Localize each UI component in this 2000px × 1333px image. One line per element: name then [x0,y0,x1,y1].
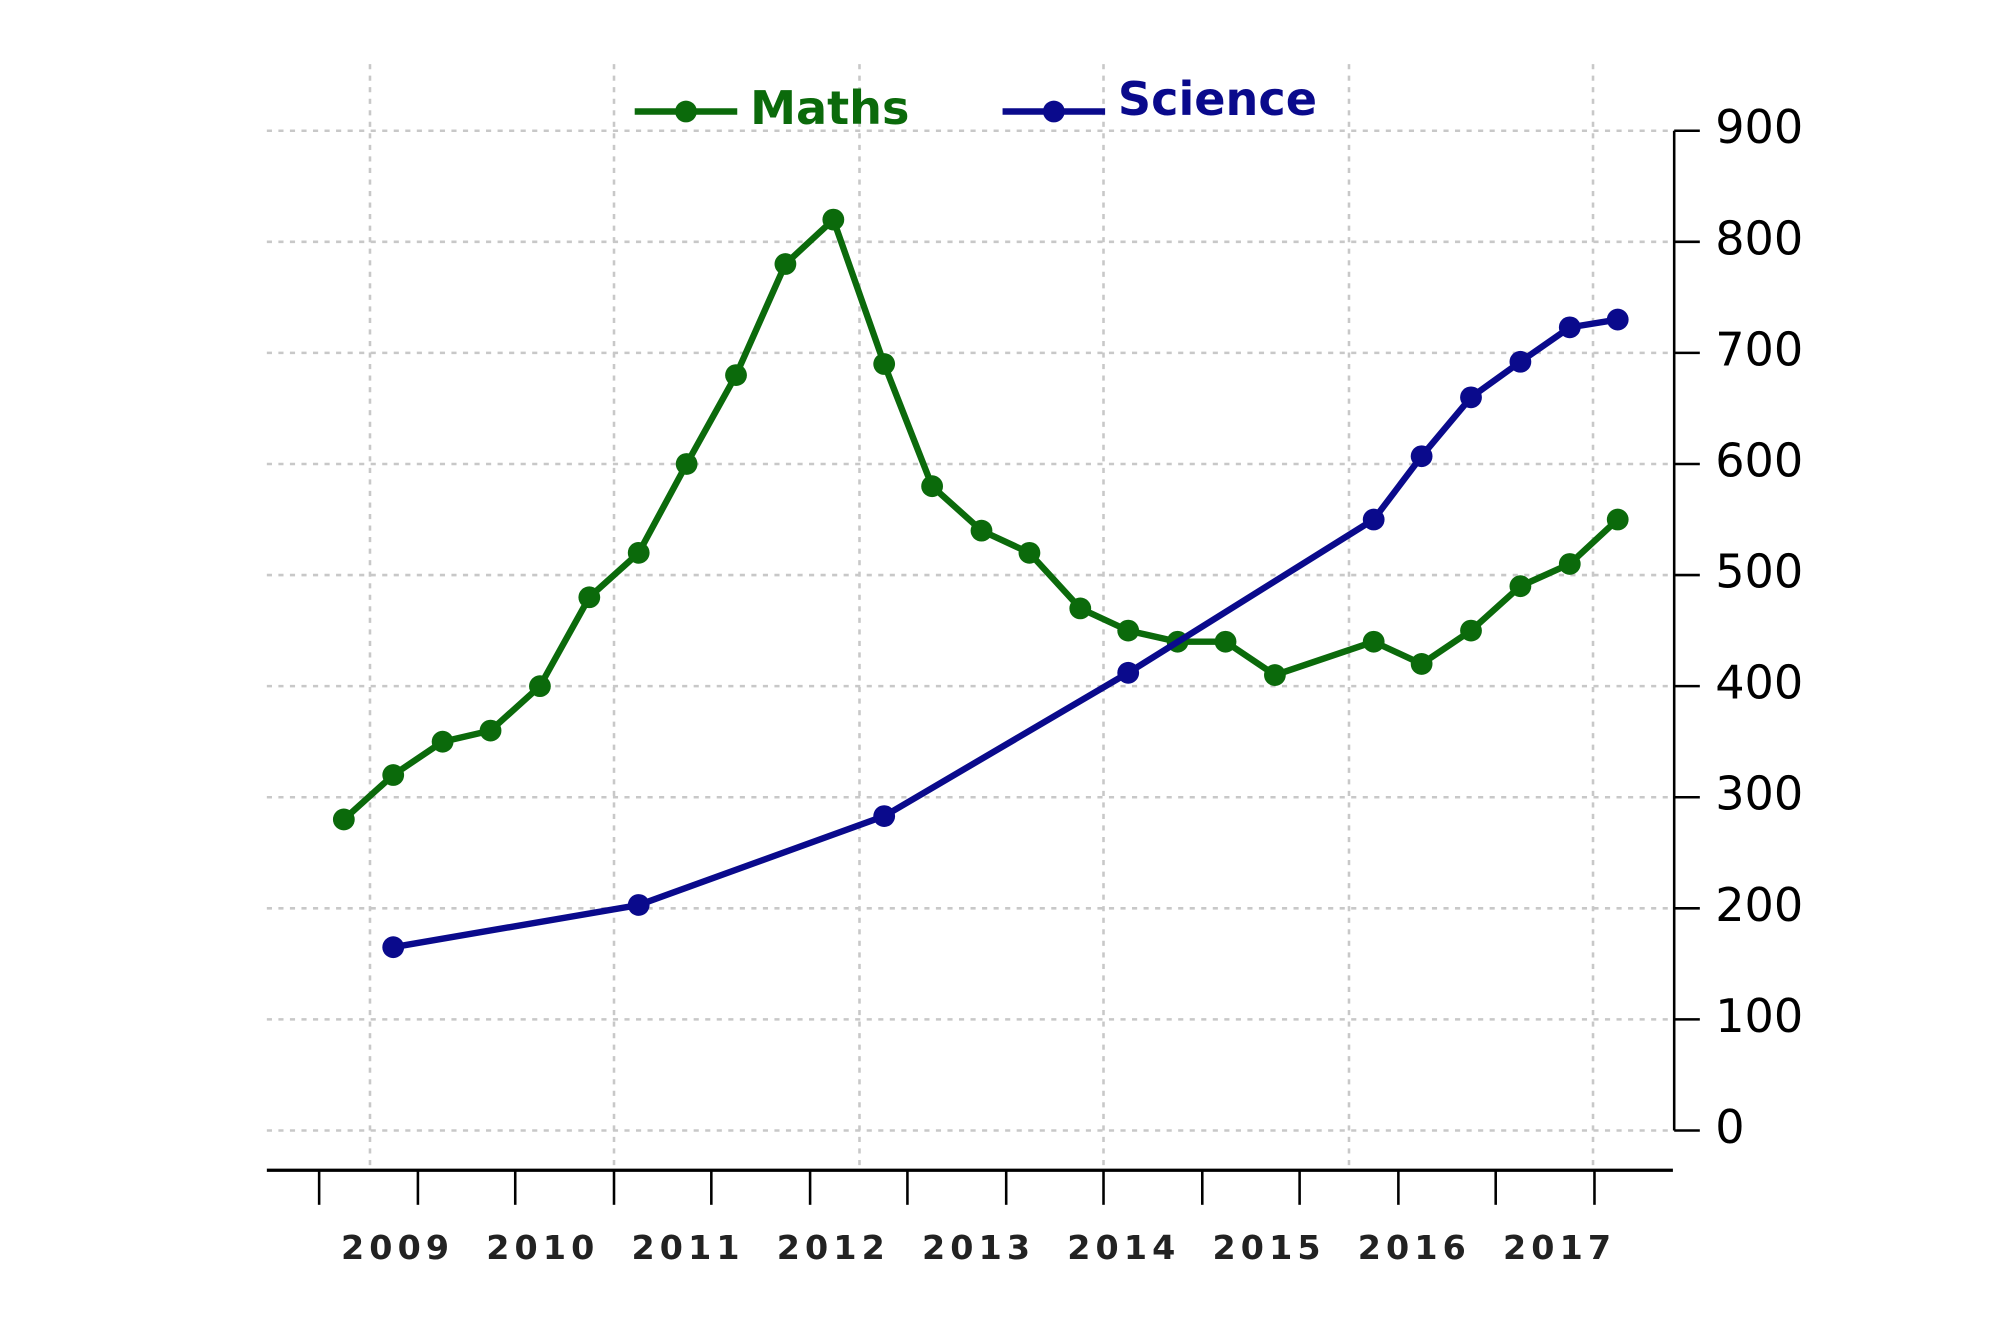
data-point [1362,508,1385,531]
data-point [627,894,650,916]
data-point [1460,386,1482,409]
data-point [1509,575,1532,598]
data-point [1018,541,1041,564]
y-tick-label: 600 [1715,433,1803,487]
x-tick-label: 2012 [777,1228,890,1267]
data-point [1606,308,1629,331]
data-point [774,253,797,275]
x-tick-label: 2017 [1503,1228,1616,1267]
data-point [1410,445,1433,468]
data-point [332,808,355,831]
data-point [921,475,944,498]
y-tick-label: 400 [1715,656,1803,710]
data-point [1117,619,1140,642]
data-point [627,541,650,564]
data-point [1410,653,1433,675]
data-point [822,208,845,231]
y-tick-label: 800 [1715,211,1803,265]
y-tick-label: 200 [1715,878,1803,932]
data-point [382,936,405,959]
y-tick-label: 500 [1715,545,1803,599]
y-tick-label: 100 [1715,989,1803,1043]
x-tick-label: 2009 [341,1228,454,1267]
x-tick-label: 2010 [486,1228,599,1267]
x-tick-label: 2011 [631,1228,744,1267]
data-point [1069,597,1092,620]
y-tick-label: 0 [1715,1100,1744,1154]
data-point [1509,350,1532,373]
data-point [1558,316,1581,339]
data-point [479,719,502,742]
data-point [873,805,896,828]
data-point [725,364,747,387]
x-tick-label: 2016 [1358,1228,1471,1267]
data-point [1264,664,1286,686]
y-tick-label: 700 [1715,322,1803,376]
data-point [1558,553,1581,575]
x-tick-label: 2014 [1067,1228,1180,1267]
series-line [392,316,1619,951]
legend-marker [675,100,697,123]
data-point [529,675,551,698]
y-tick-label: 900 [1715,100,1803,154]
y-tick-label: 300 [1715,767,1803,821]
data-point [1117,661,1140,684]
x-tick-label: 2015 [1212,1228,1325,1267]
data-point [1362,630,1385,653]
data-point [1606,508,1629,531]
data-point [675,453,698,475]
data-point [1460,619,1482,642]
data-point [382,764,405,786]
data-point [1214,630,1237,653]
data-point [578,586,601,609]
series-line [341,216,1620,822]
legend-label: Science [1118,72,1317,126]
legend-marker [1042,100,1065,123]
data-point [873,353,896,375]
data-point [431,730,454,753]
x-tick-label: 2013 [922,1228,1035,1267]
legend-label: Maths [750,81,909,135]
data-point [970,519,993,542]
